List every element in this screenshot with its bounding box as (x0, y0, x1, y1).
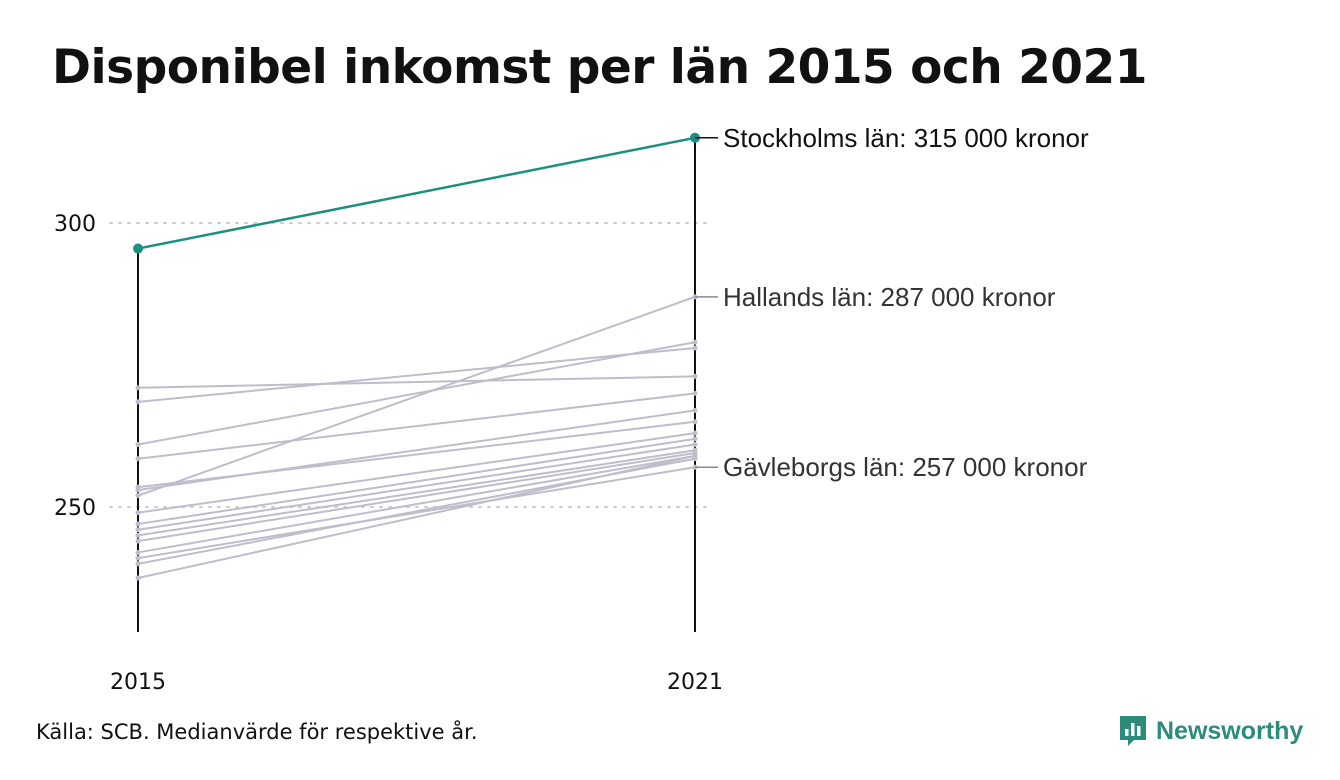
series-line-county-8 (137, 420, 696, 489)
point-county-3-2015 (135, 399, 141, 405)
source-note: Källa: SCB. Medianvärde för respektive å… (36, 720, 478, 744)
x-tick-labels: 2015 2021 (110, 670, 723, 695)
series-line-county-16 (137, 454, 696, 579)
y-tick-300: 300 (54, 212, 96, 237)
point-gävleborgs-län-2015 (135, 555, 141, 561)
chart-title: Disponibel inkomst per län 2015 och 2021 (52, 40, 1147, 95)
point-county-8-2015 (135, 484, 141, 490)
series-line-county-12 (137, 449, 696, 537)
point-county-12-2015 (135, 532, 141, 538)
brand[interactable]: Newsworthy (1118, 714, 1303, 748)
grid-lines (109, 222, 713, 508)
end-labels: Stockholms län: 315 000 kronor Hallands l… (695, 123, 1089, 482)
series-line-county-3 (137, 346, 696, 403)
point-county-4-2021 (692, 339, 698, 345)
point-county-11-2021 (692, 442, 698, 448)
point-stockholms-län-2015 (133, 243, 143, 254)
point-county-5-2015 (135, 385, 141, 391)
point-county-7-2021 (692, 407, 698, 413)
series-line-county-13 (137, 452, 696, 543)
x-tick-2021: 2021 (667, 670, 723, 695)
point-county-8-2021 (692, 419, 698, 425)
point-county-15-2015 (135, 561, 141, 567)
series-line-county-14 (137, 454, 696, 554)
other-series (135, 294, 698, 581)
brand-name: Newsworthy (1156, 716, 1304, 745)
x-tick-2015: 2015 (110, 670, 166, 695)
point-county-13-2015 (135, 538, 141, 544)
point-county-14-2015 (135, 549, 141, 555)
point-county-6-2015 (135, 456, 141, 462)
point-county-16-2015 (135, 575, 141, 581)
point-county-6-2021 (692, 390, 698, 396)
point-county-3-2021 (692, 345, 698, 351)
point-county-10-2021 (692, 436, 698, 442)
point-county-9-2015 (135, 510, 141, 516)
highlight-series (133, 132, 700, 254)
point-county-16-2021 (692, 453, 698, 459)
series-line-county-11 (137, 443, 696, 531)
end-label-gävleborgs-län: Gävleborgs län: 257 000 kronor (723, 452, 1088, 482)
point-county-4-2015 (135, 442, 141, 448)
end-label-stockholms-län: Stockholms län: 315 000 kronor (723, 123, 1089, 153)
y-tick-250: 250 (54, 496, 96, 521)
series-line-county-10 (137, 437, 696, 526)
point-hallands-län-2015 (135, 493, 141, 499)
point-county-5-2021 (692, 373, 698, 379)
series-line-gävleborgs-län (137, 466, 696, 560)
end-label-hallands-län: Hallands län: 287 000 kronor (723, 282, 1056, 312)
newsworthy-logo-icon (1120, 716, 1146, 746)
point-county-10-2015 (135, 521, 141, 527)
series-line-stockholms-län (137, 136, 696, 250)
series-line-hallands-län (137, 295, 696, 497)
year-axes (137, 137, 696, 632)
y-tick-labels: 250 300 (54, 212, 96, 521)
series-line-county-6 (137, 392, 696, 460)
series-line-county-4 (137, 341, 696, 446)
point-county-9-2021 (692, 430, 698, 436)
point-county-11-2015 (135, 527, 141, 533)
series-line-county-5 (137, 375, 696, 389)
series-line-county-9 (137, 432, 696, 514)
